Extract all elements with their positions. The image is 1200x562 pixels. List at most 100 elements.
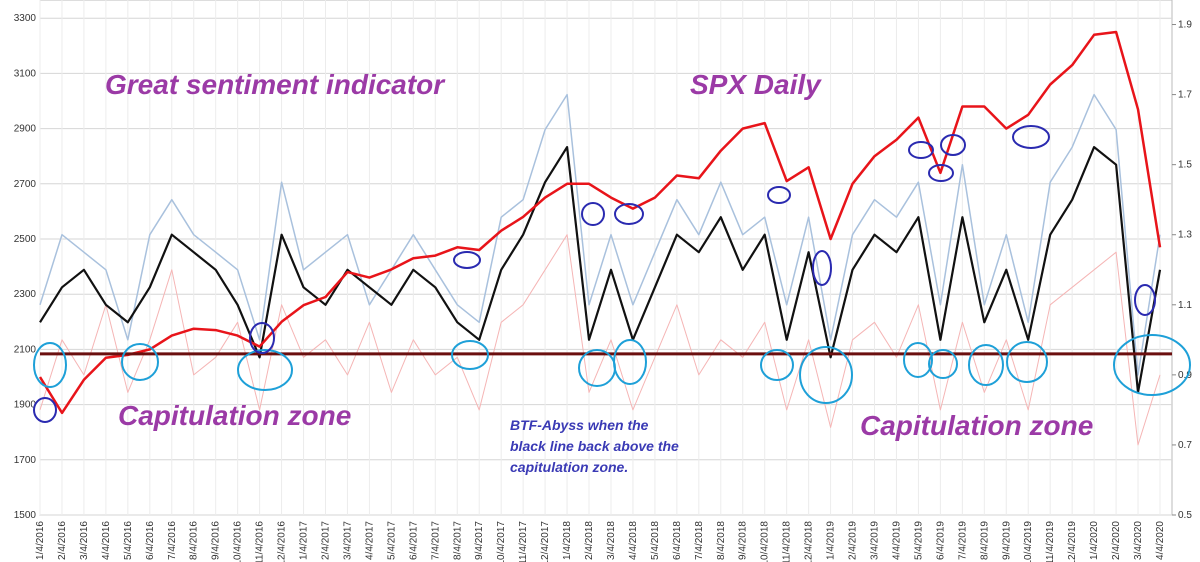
highlight-circle [121, 343, 159, 381]
highlight-circle [1113, 334, 1191, 396]
highlight-circle [249, 322, 275, 354]
x-tick-label: 11/4/2019 [1045, 521, 1056, 562]
x-tick-label: 6/4/2019 [935, 521, 946, 560]
x-tick-label: 11/4/2018 [782, 521, 793, 562]
annotation: SPX Daily [690, 69, 822, 100]
highlight-circle [968, 344, 1004, 386]
y2-tick-label: 1.7 [1178, 90, 1192, 101]
x-tick-label: 5/4/2017 [386, 521, 397, 560]
y2-tick-label: 1.9 [1178, 20, 1192, 31]
x-tick-label: 8/4/2018 [716, 521, 727, 560]
y2-tick-label: 0.7 [1178, 440, 1192, 451]
x-tick-label: 6/4/2016 [145, 521, 156, 560]
series-line [39, 146, 1162, 394]
x-tick-label: 4/4/2016 [101, 521, 112, 560]
x-tick-label: 4/4/2017 [364, 521, 375, 560]
x-tick-label: 9/4/2019 [1001, 521, 1012, 560]
x-tick-label: 2/4/2019 [848, 521, 859, 560]
x-tick-label: 2/4/2017 [320, 521, 331, 560]
x-tick-label: 7/4/2019 [957, 521, 968, 560]
y2-tick-label: 0.5 [1178, 510, 1192, 521]
x-tick-label: 1/4/2020 [1089, 521, 1100, 560]
x-tick-label: 1/4/2016 [35, 521, 46, 560]
y-tick-label: 2500 [14, 234, 37, 245]
y-tick-label: 2700 [14, 179, 37, 190]
x-tick-label: 6/4/2017 [408, 521, 419, 560]
x-tick-label: 2/4/2020 [1111, 521, 1122, 560]
highlight-circle [940, 134, 966, 156]
y-tick-label: 2300 [14, 289, 37, 300]
y-tick-label: 3300 [14, 13, 37, 24]
highlight-circle [799, 346, 853, 404]
highlight-circle [581, 202, 605, 226]
x-tick-label: 3/4/2017 [342, 521, 353, 560]
x-tick-label: 12/4/2018 [804, 521, 815, 562]
highlight-circle [578, 349, 616, 387]
x-tick-label: 3/4/2020 [1133, 521, 1144, 560]
highlight-circle [33, 342, 67, 388]
highlight-circle [451, 340, 489, 370]
highlight-circle [1012, 125, 1050, 149]
annotation: Capitulation zone [118, 400, 351, 431]
x-tick-label: 7/4/2016 [167, 521, 178, 560]
y2-tick-label: 1.3 [1178, 230, 1192, 241]
highlight-circle [1134, 284, 1156, 316]
x-tick-label: 7/4/2017 [430, 521, 441, 560]
x-tick-label: 10/4/2019 [1023, 521, 1034, 562]
x-tick-label: 2/4/2018 [584, 521, 595, 560]
x-tick-label: 3/4/2016 [79, 521, 90, 560]
x-tick-label: 11/4/2016 [255, 521, 266, 562]
x-tick-label: 10/4/2016 [233, 521, 244, 562]
highlight-circle [237, 349, 293, 391]
note-line: black line back above the [510, 438, 679, 454]
series-line [39, 234, 1161, 446]
x-tick-label: 8/4/2017 [452, 521, 463, 560]
x-tick-label: 9/4/2017 [474, 521, 485, 560]
x-tick-label: 4/4/2018 [628, 521, 639, 560]
x-tick-label: 10/4/2018 [760, 521, 771, 562]
x-tick-label: 6/4/2018 [672, 521, 683, 560]
highlight-circle [767, 186, 791, 204]
highlight-circle [1006, 341, 1048, 383]
highlight-circle [453, 251, 481, 269]
x-tick-label: 3/4/2019 [870, 521, 881, 560]
highlight-circle [928, 164, 954, 182]
y2-tick-label: 0.9 [1178, 370, 1192, 381]
highlight-circle [33, 397, 57, 423]
x-tick-label: 9/4/2018 [738, 521, 749, 560]
x-tick-label: 8/4/2019 [979, 521, 990, 560]
x-tick-label: 7/4/2018 [694, 521, 705, 560]
x-tick-label: 1/4/2017 [299, 521, 310, 560]
x-tick-label: 10/4/2017 [496, 521, 507, 562]
y-tick-label: 2100 [14, 344, 37, 355]
y-tick-label: 1900 [14, 400, 37, 411]
note-line: BTF-Abyss when the [510, 417, 649, 433]
highlight-circle [613, 339, 647, 385]
y2-tick-label: 1.5 [1178, 160, 1192, 171]
x-tick-label: 2/4/2016 [57, 521, 68, 560]
x-tick-label: 5/4/2016 [123, 521, 134, 560]
x-tick-label: 5/4/2018 [650, 521, 661, 560]
y-tick-label: 3100 [14, 68, 37, 79]
x-tick-label: 4/4/2019 [891, 521, 902, 560]
x-tick-label: 12/4/2016 [277, 521, 288, 562]
x-tick-label: 3/4/2018 [606, 521, 617, 560]
y2-tick-label: 1.1 [1178, 300, 1192, 311]
series-line [39, 93, 1161, 376]
highlight-circle [903, 342, 933, 378]
note-line: capitulation zone. [510, 459, 628, 475]
x-tick-label: 12/4/2017 [540, 521, 551, 562]
y-tick-label: 1700 [14, 455, 37, 466]
y-tick-label: 1500 [14, 510, 37, 521]
highlight-circle [928, 349, 958, 379]
x-tick-label: 8/4/2016 [189, 521, 200, 560]
x-tick-label: 1/4/2019 [826, 521, 837, 560]
x-tick-label: 5/4/2019 [913, 521, 924, 560]
x-tick-label: 4/4/2020 [1155, 521, 1166, 560]
highlight-circle [908, 141, 934, 159]
x-tick-label: 12/4/2019 [1067, 521, 1078, 562]
series-line [38, 30, 1162, 415]
highlight-circle [614, 203, 644, 225]
x-tick-label: 11/4/2017 [518, 521, 529, 562]
